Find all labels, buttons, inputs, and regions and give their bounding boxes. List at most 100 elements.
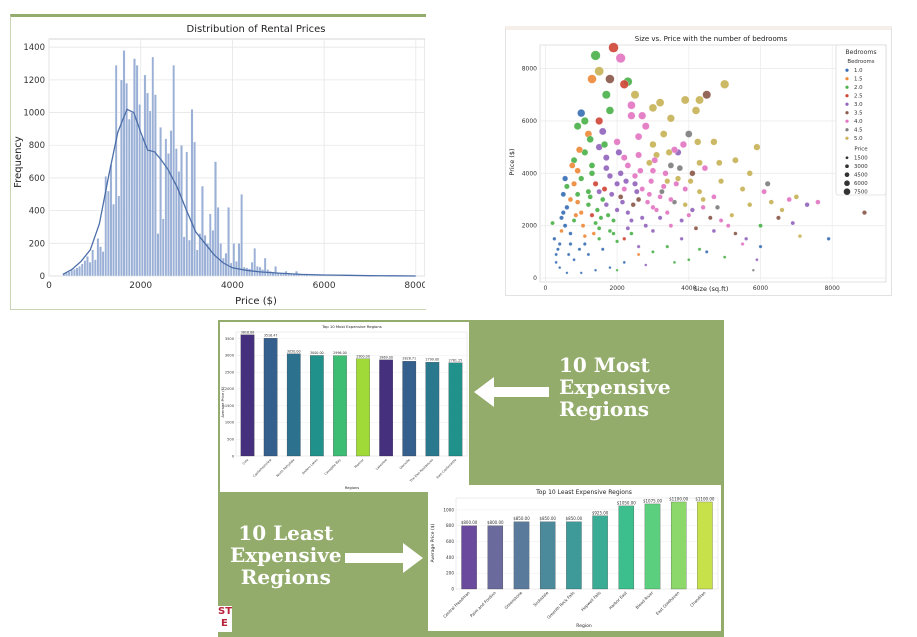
scatter-point	[597, 226, 602, 231]
most-bar	[356, 358, 370, 457]
scatter-point	[599, 127, 607, 136]
least-data-label: $850.00	[539, 516, 556, 521]
scatter-point	[711, 228, 717, 234]
histogram-bar	[91, 249, 94, 277]
histogram-bar	[172, 65, 175, 277]
scatter-point	[603, 154, 610, 161]
least-bar	[539, 521, 556, 590]
scatter-point	[605, 212, 611, 218]
most-ytick-label: 1500	[225, 404, 235, 408]
least-ytick-label: 0	[451, 586, 454, 591]
scatter-point	[747, 202, 753, 208]
scatter-point	[696, 188, 703, 195]
scatter-point	[753, 143, 761, 151]
scatter-point	[701, 164, 709, 172]
scatter-point	[622, 236, 627, 241]
histogram-bar	[161, 218, 165, 277]
scatter-xtick-label: 0	[543, 285, 547, 292]
histogram-bar	[80, 263, 84, 277]
scatter-point	[605, 106, 614, 115]
most-ytick-label: 3000	[225, 354, 235, 358]
scatter-point	[644, 199, 651, 205]
most-xtick-label: Cavegate Bay	[324, 458, 342, 476]
scatter-point	[630, 202, 636, 208]
scatter-point	[576, 146, 583, 154]
scatter-grid	[539, 44, 887, 283]
least-bar	[618, 505, 635, 590]
scatter-point	[586, 135, 594, 143]
least-data-label: $1075.00	[643, 498, 663, 503]
scatter-point	[664, 210, 670, 216]
scatter-point	[660, 130, 668, 138]
scatter-point	[636, 252, 641, 257]
histogram-bar	[133, 58, 136, 277]
scatter-legend-size-swatch	[844, 172, 850, 178]
scatter-point	[594, 268, 598, 272]
scatter-point	[679, 140, 687, 149]
least-xtick-label: Harbor East	[608, 590, 629, 611]
scatter-point	[646, 159, 653, 167]
scatter-legend-swatch	[845, 77, 849, 81]
scatter-point	[618, 194, 624, 200]
scatter-point	[702, 90, 712, 100]
scatter-point	[650, 204, 656, 210]
scatter-point	[682, 202, 688, 208]
scatter-legend-hue-title: Bedrooms	[847, 59, 874, 65]
scatter-point	[758, 244, 763, 249]
scatter-point	[611, 231, 616, 236]
histogram-bar	[222, 257, 225, 277]
scatter-point	[615, 53, 626, 64]
most-bar	[425, 362, 440, 457]
scatter-point	[641, 122, 650, 130]
scatter-point	[606, 172, 613, 179]
scatter-legend-label: 3.0	[854, 102, 863, 108]
histogram-bar	[114, 65, 118, 277]
scatter-xtick-label: 2000	[609, 285, 624, 292]
scatter-point	[673, 180, 680, 187]
scatter-point	[602, 90, 611, 100]
scatter-point	[632, 172, 639, 179]
scatter-point	[562, 175, 569, 182]
histogram-bar	[83, 260, 87, 277]
histogram-bar	[86, 256, 89, 277]
histogram-bar	[232, 243, 236, 277]
scatter-legend-size-swatch	[845, 164, 849, 169]
scatter-point	[611, 218, 616, 223]
histogram-bar	[242, 266, 246, 277]
scatter-point	[627, 101, 636, 110]
histogram-bar	[190, 109, 194, 277]
histogram-bar	[206, 243, 209, 277]
least-ylabel: Average Price ($)	[430, 523, 436, 562]
scatter-point	[693, 226, 699, 231]
most-bar	[240, 334, 255, 457]
histogram-bar	[127, 118, 131, 277]
scatter-point	[659, 188, 665, 195]
scatter-point	[649, 167, 657, 174]
scatter-legend-swatch	[845, 128, 849, 132]
arrow-left-icon	[474, 377, 549, 407]
scatter-legend-size-label: 7500	[854, 190, 868, 196]
scatter-point	[614, 180, 620, 187]
scatter-point	[826, 236, 831, 241]
most-bar	[379, 359, 393, 457]
scatter-point	[568, 231, 573, 236]
scatter-point	[739, 186, 746, 192]
histogram-bar	[88, 261, 92, 277]
scatter-point	[660, 183, 667, 190]
histogram-bar	[156, 233, 160, 277]
scatter-point	[797, 234, 802, 239]
scatter-point	[573, 212, 579, 218]
scatter-point	[603, 202, 609, 208]
least-expensive-chart: Top 10 Least Expensive Regions Region Av…	[430, 489, 719, 629]
histogram-xtick-label: 4000	[221, 281, 244, 291]
most-bar	[448, 362, 463, 457]
scatter-point	[768, 199, 774, 205]
least-xtick-label: Greenth Rock Falls	[546, 590, 576, 620]
histogram-bar	[169, 130, 173, 277]
scatter-xtick-label: 8000	[825, 285, 840, 292]
scatter-legend-swatch	[845, 68, 849, 72]
scatter-point	[643, 223, 648, 228]
scatter-point	[591, 231, 596, 236]
scatter-legend-size-label: 6000	[854, 181, 868, 187]
scatter-legend-label: 5.0	[854, 136, 863, 142]
